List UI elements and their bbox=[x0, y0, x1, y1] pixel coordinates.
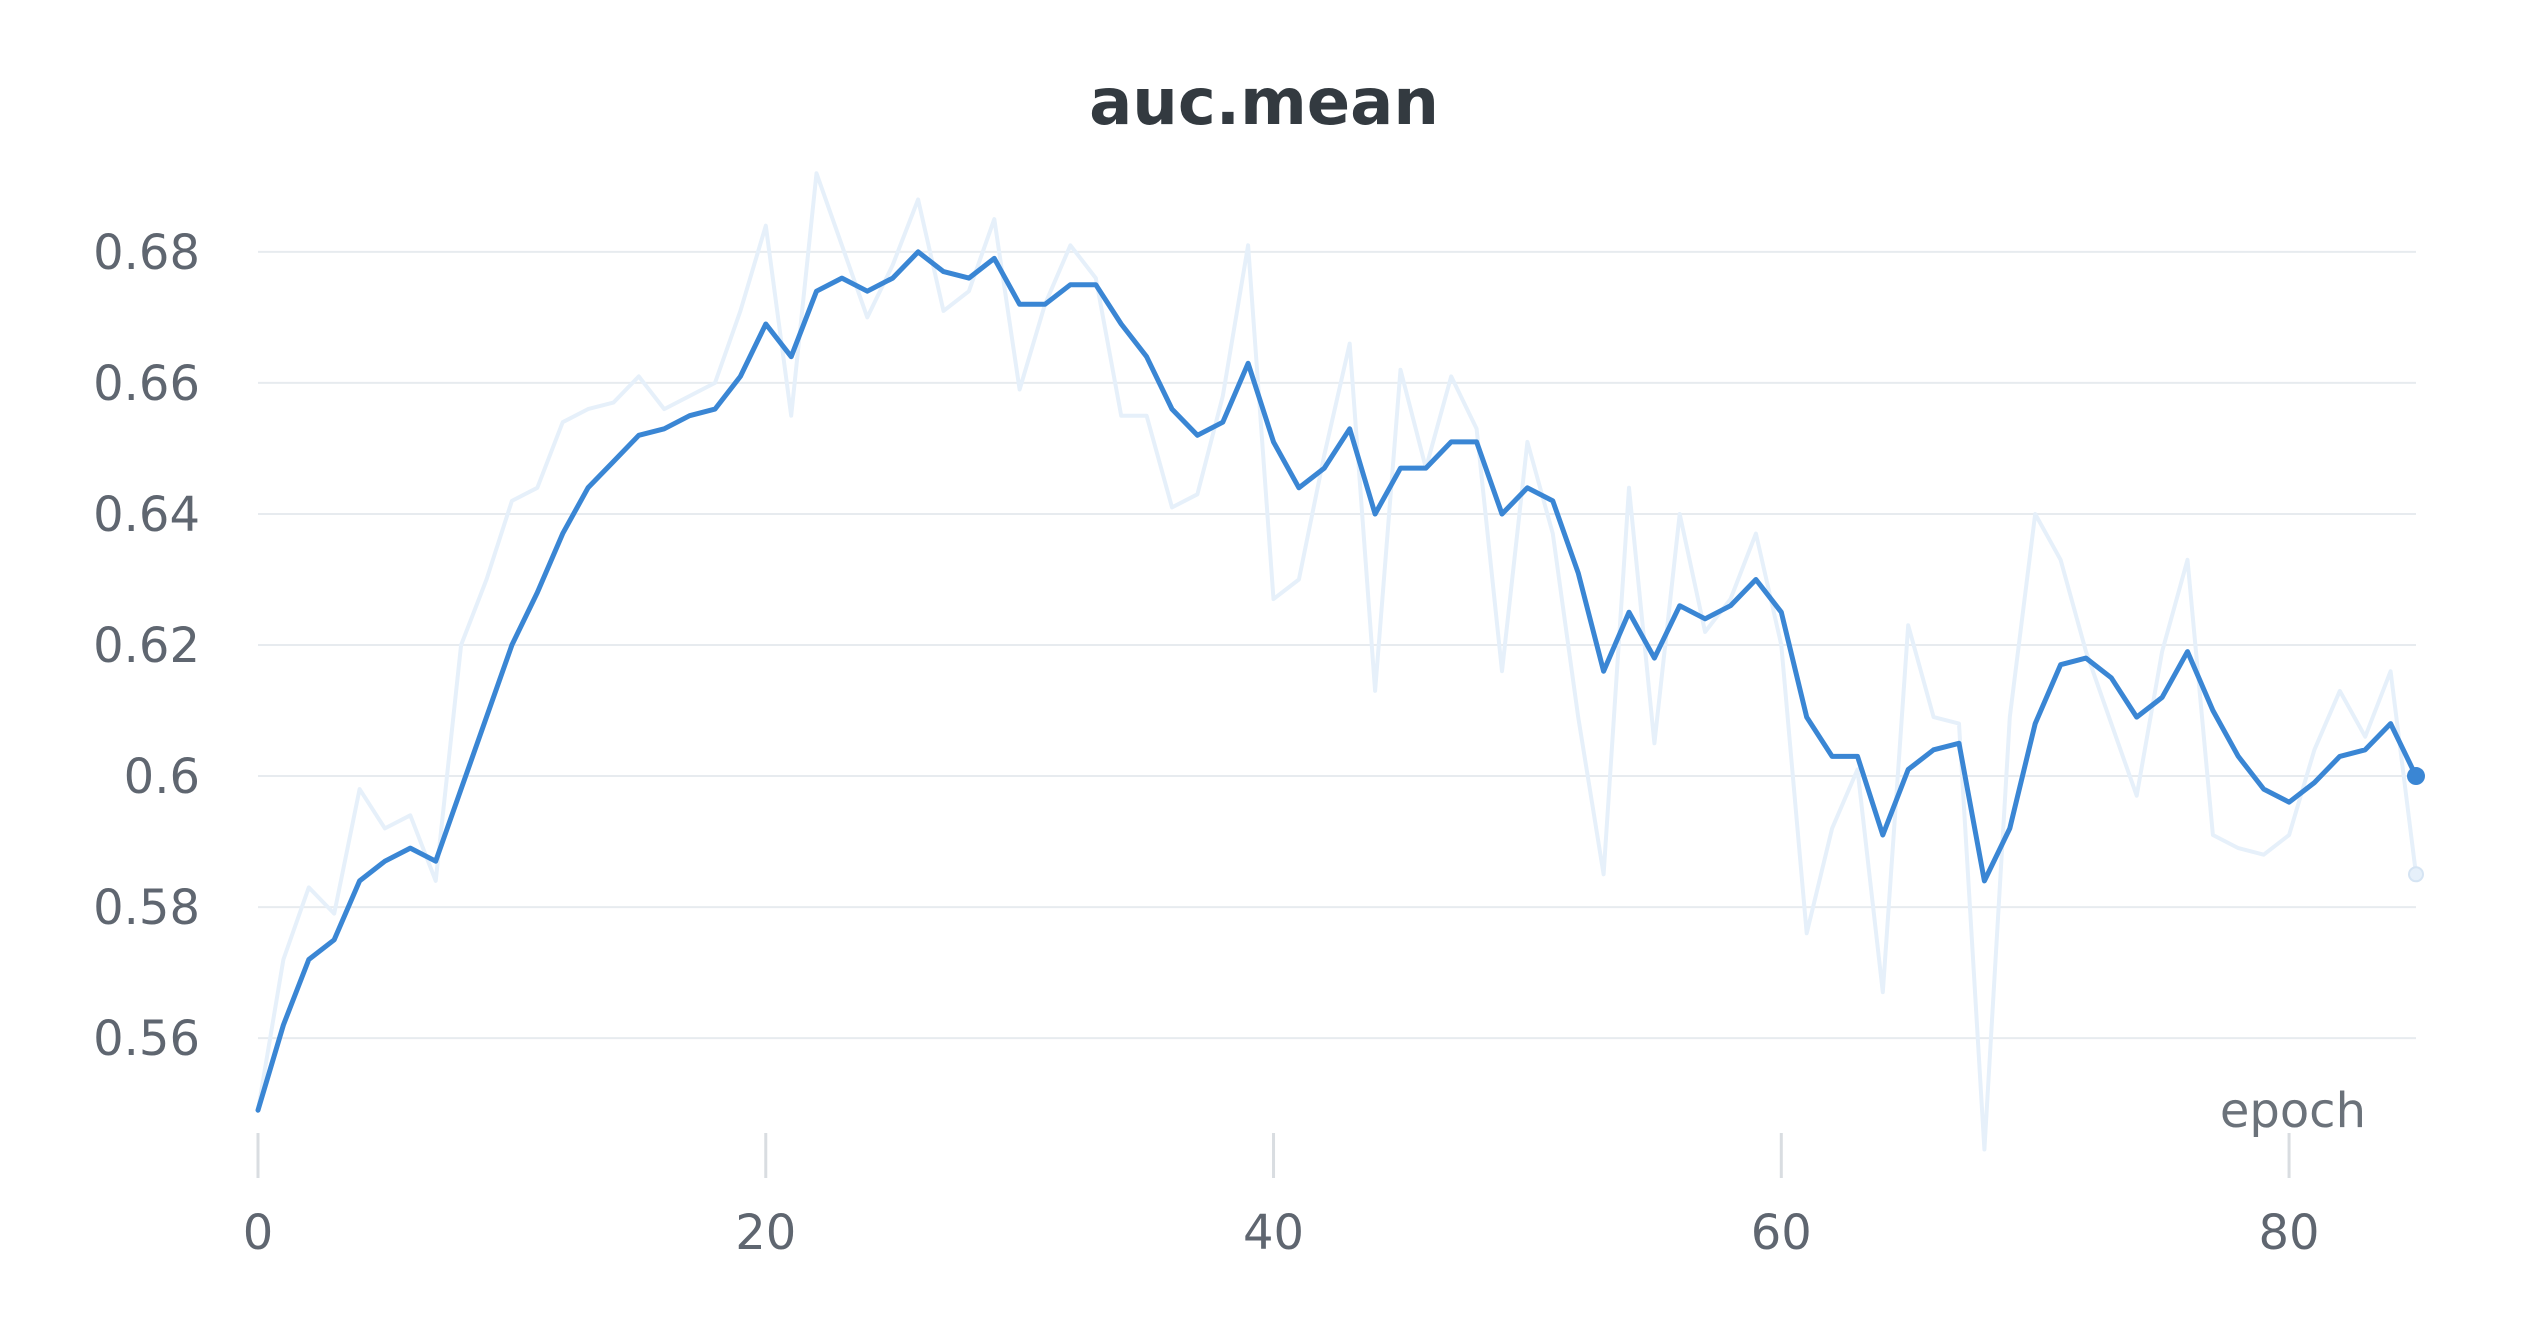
raw-series-endpoint bbox=[2408, 866, 2424, 883]
x-tick-label: 80 bbox=[2259, 1205, 2320, 1261]
y-tick-label: 0.68 bbox=[93, 225, 200, 281]
y-tick-label: 0.62 bbox=[93, 618, 200, 674]
raw-series-line bbox=[256, 171, 2418, 1152]
smoothed-series-line bbox=[255, 249, 2419, 1113]
x-tick-label: 60 bbox=[1751, 1205, 1812, 1261]
x-axis-ticks: 0 20 40 60 80 bbox=[243, 1133, 2320, 1261]
x-tick-label: 40 bbox=[1243, 1205, 1304, 1261]
x-tick-label: 0 bbox=[243, 1205, 274, 1261]
smoothed-series-endpoint bbox=[2407, 767, 2425, 786]
series-lines bbox=[255, 171, 2425, 1152]
x-tick-label: 20 bbox=[735, 1205, 796, 1261]
y-axis-ticks: 0.56 0.58 0.6 0.62 0.64 0.66 0.68 bbox=[93, 225, 200, 1067]
y-tick-label: 0.58 bbox=[93, 880, 200, 936]
y-tick-label: 0.66 bbox=[93, 356, 200, 412]
x-axis-label: epoch bbox=[2220, 1083, 2366, 1139]
y-tick-label: 0.6 bbox=[124, 749, 200, 805]
chart-title: auc.mean bbox=[1089, 66, 1439, 140]
gridlines bbox=[258, 250, 2416, 1040]
y-tick-label: 0.64 bbox=[93, 487, 200, 543]
y-tick-label: 0.56 bbox=[93, 1011, 200, 1067]
